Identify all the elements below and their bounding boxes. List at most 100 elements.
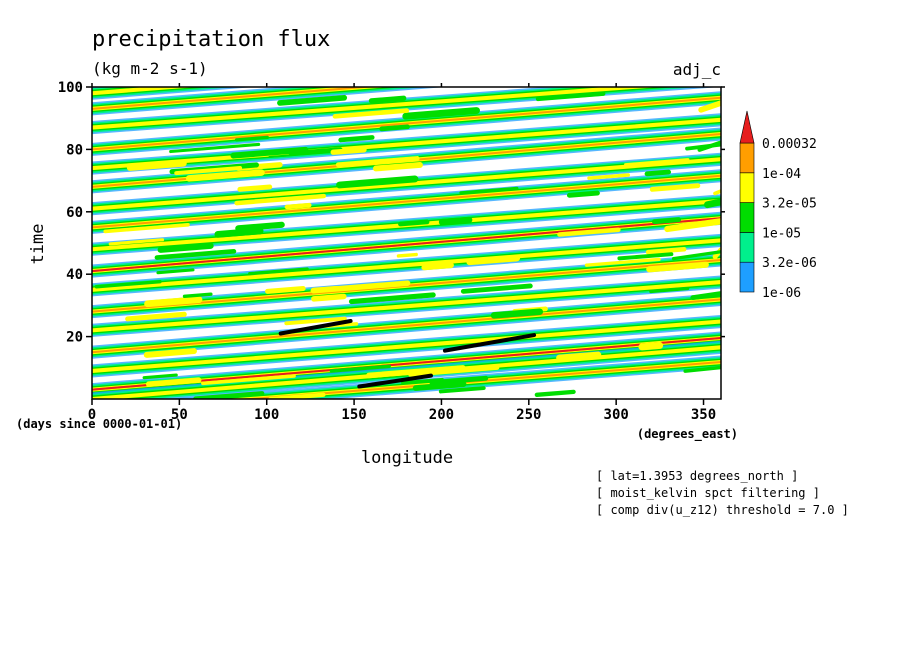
band-level-3 xyxy=(92,87,660,130)
precip-patch xyxy=(566,190,600,198)
precip-patch xyxy=(644,169,672,177)
precip-patch xyxy=(126,160,187,171)
band-level-3 xyxy=(92,280,721,333)
annotation-latitude: [ lat=1.3953 degrees_north ] xyxy=(596,469,798,483)
precip-patch xyxy=(535,91,606,102)
y-tick-label: 20 xyxy=(66,330,83,346)
annotation-threshold: [ comp div(u_z12) threshold = 7.0 ] xyxy=(596,503,849,517)
y-tick-label: 100 xyxy=(58,80,83,96)
precip-patch xyxy=(185,169,265,182)
y-units-label: (days since 0000-01-01) xyxy=(16,417,182,431)
band-level-3 xyxy=(92,117,721,171)
precip-patch xyxy=(617,252,674,261)
precip-patch xyxy=(556,351,602,362)
precip-patch xyxy=(332,108,410,119)
precip-patch xyxy=(713,189,721,196)
filtered-segment xyxy=(278,319,353,336)
x-tick-label: 150 xyxy=(341,407,366,423)
x-tick-label: 250 xyxy=(516,407,541,423)
x-axis-label: longitude xyxy=(361,448,453,468)
band-level-4 xyxy=(238,361,721,399)
precip-band xyxy=(92,275,721,337)
precip-band xyxy=(92,211,721,278)
precip-band xyxy=(92,113,721,175)
y-tick-label: 40 xyxy=(66,267,83,283)
precip-patch xyxy=(402,107,480,120)
precip-patch xyxy=(645,246,687,255)
chart-label-right: adj_c xyxy=(673,60,721,79)
precip-patch xyxy=(683,365,721,373)
precip-patch xyxy=(330,147,367,155)
precip-patch xyxy=(624,158,690,167)
precip-patch xyxy=(214,227,264,238)
precip-patch xyxy=(156,268,195,275)
precip-patch xyxy=(174,165,243,176)
filtered-segments xyxy=(278,319,537,389)
y-tick-label: 80 xyxy=(66,142,83,158)
colorbar-label: 3.2e-05 xyxy=(762,197,817,212)
precip-patch xyxy=(154,249,237,260)
precip-patch xyxy=(235,221,285,232)
precip-patch xyxy=(144,296,203,308)
precip-patch xyxy=(649,183,701,192)
precip-patch xyxy=(94,279,162,289)
x-units-label: (degrees_east) xyxy=(637,427,738,442)
precip-patch xyxy=(234,135,269,142)
precip-patch xyxy=(690,291,721,301)
precip-patch xyxy=(490,308,544,319)
precip-patch xyxy=(142,373,178,380)
precip-patch xyxy=(248,267,309,276)
colorbar-label: 1e-05 xyxy=(762,226,801,241)
colorbar-box xyxy=(739,261,755,293)
colorbar-label: 1e-04 xyxy=(762,167,801,182)
precip-patch xyxy=(460,283,533,294)
annotation-filtering: [ moist_kelvin spct filtering ] xyxy=(596,486,820,500)
precip-patch xyxy=(182,292,213,299)
precip-patch xyxy=(157,242,214,253)
precip-patch xyxy=(335,156,420,168)
precip-band xyxy=(92,152,721,216)
precip-patch xyxy=(329,364,391,373)
precip-patch xyxy=(584,257,661,267)
band-level-4 xyxy=(92,96,721,151)
x-tick-label: 350 xyxy=(691,407,716,423)
precip-patch xyxy=(284,202,312,210)
precip-patch xyxy=(277,94,348,106)
precip-patch xyxy=(310,280,411,294)
x-tick-label: 50 xyxy=(171,407,188,423)
band-level-3 xyxy=(92,238,721,292)
precip-patch xyxy=(169,142,261,154)
y-axis-label: time xyxy=(28,224,48,265)
precip-band xyxy=(92,87,721,135)
precip-patch xyxy=(103,222,190,234)
colorbar-label: 1e-06 xyxy=(762,286,801,301)
x-tick-label: 100 xyxy=(254,407,279,423)
precip-patch xyxy=(338,135,375,143)
precip-band xyxy=(92,91,721,156)
precip-patch xyxy=(125,311,187,322)
precip-patch xyxy=(429,375,489,386)
x-tick-label: 300 xyxy=(604,407,629,423)
band-level-3 xyxy=(92,319,721,373)
precip-patch xyxy=(145,377,202,387)
precip-patch xyxy=(698,100,721,113)
precip-patch xyxy=(336,175,419,189)
colorbar-box xyxy=(739,142,755,174)
precip-band xyxy=(92,87,446,116)
precip-patch xyxy=(459,186,519,195)
precip-patch xyxy=(108,238,165,246)
precip-patch xyxy=(284,316,347,326)
precip-patch xyxy=(398,219,430,227)
precip-band xyxy=(167,355,721,399)
chart-title: precipitation flux xyxy=(92,27,330,52)
filtered-segment xyxy=(442,333,537,353)
precip-band xyxy=(92,314,721,378)
precip-patch xyxy=(438,386,486,394)
precip-patch xyxy=(534,389,576,397)
precip-patch xyxy=(587,173,630,180)
y-tick-label: 60 xyxy=(66,205,83,221)
precip-patch xyxy=(671,250,721,261)
precip-patch xyxy=(379,124,410,132)
